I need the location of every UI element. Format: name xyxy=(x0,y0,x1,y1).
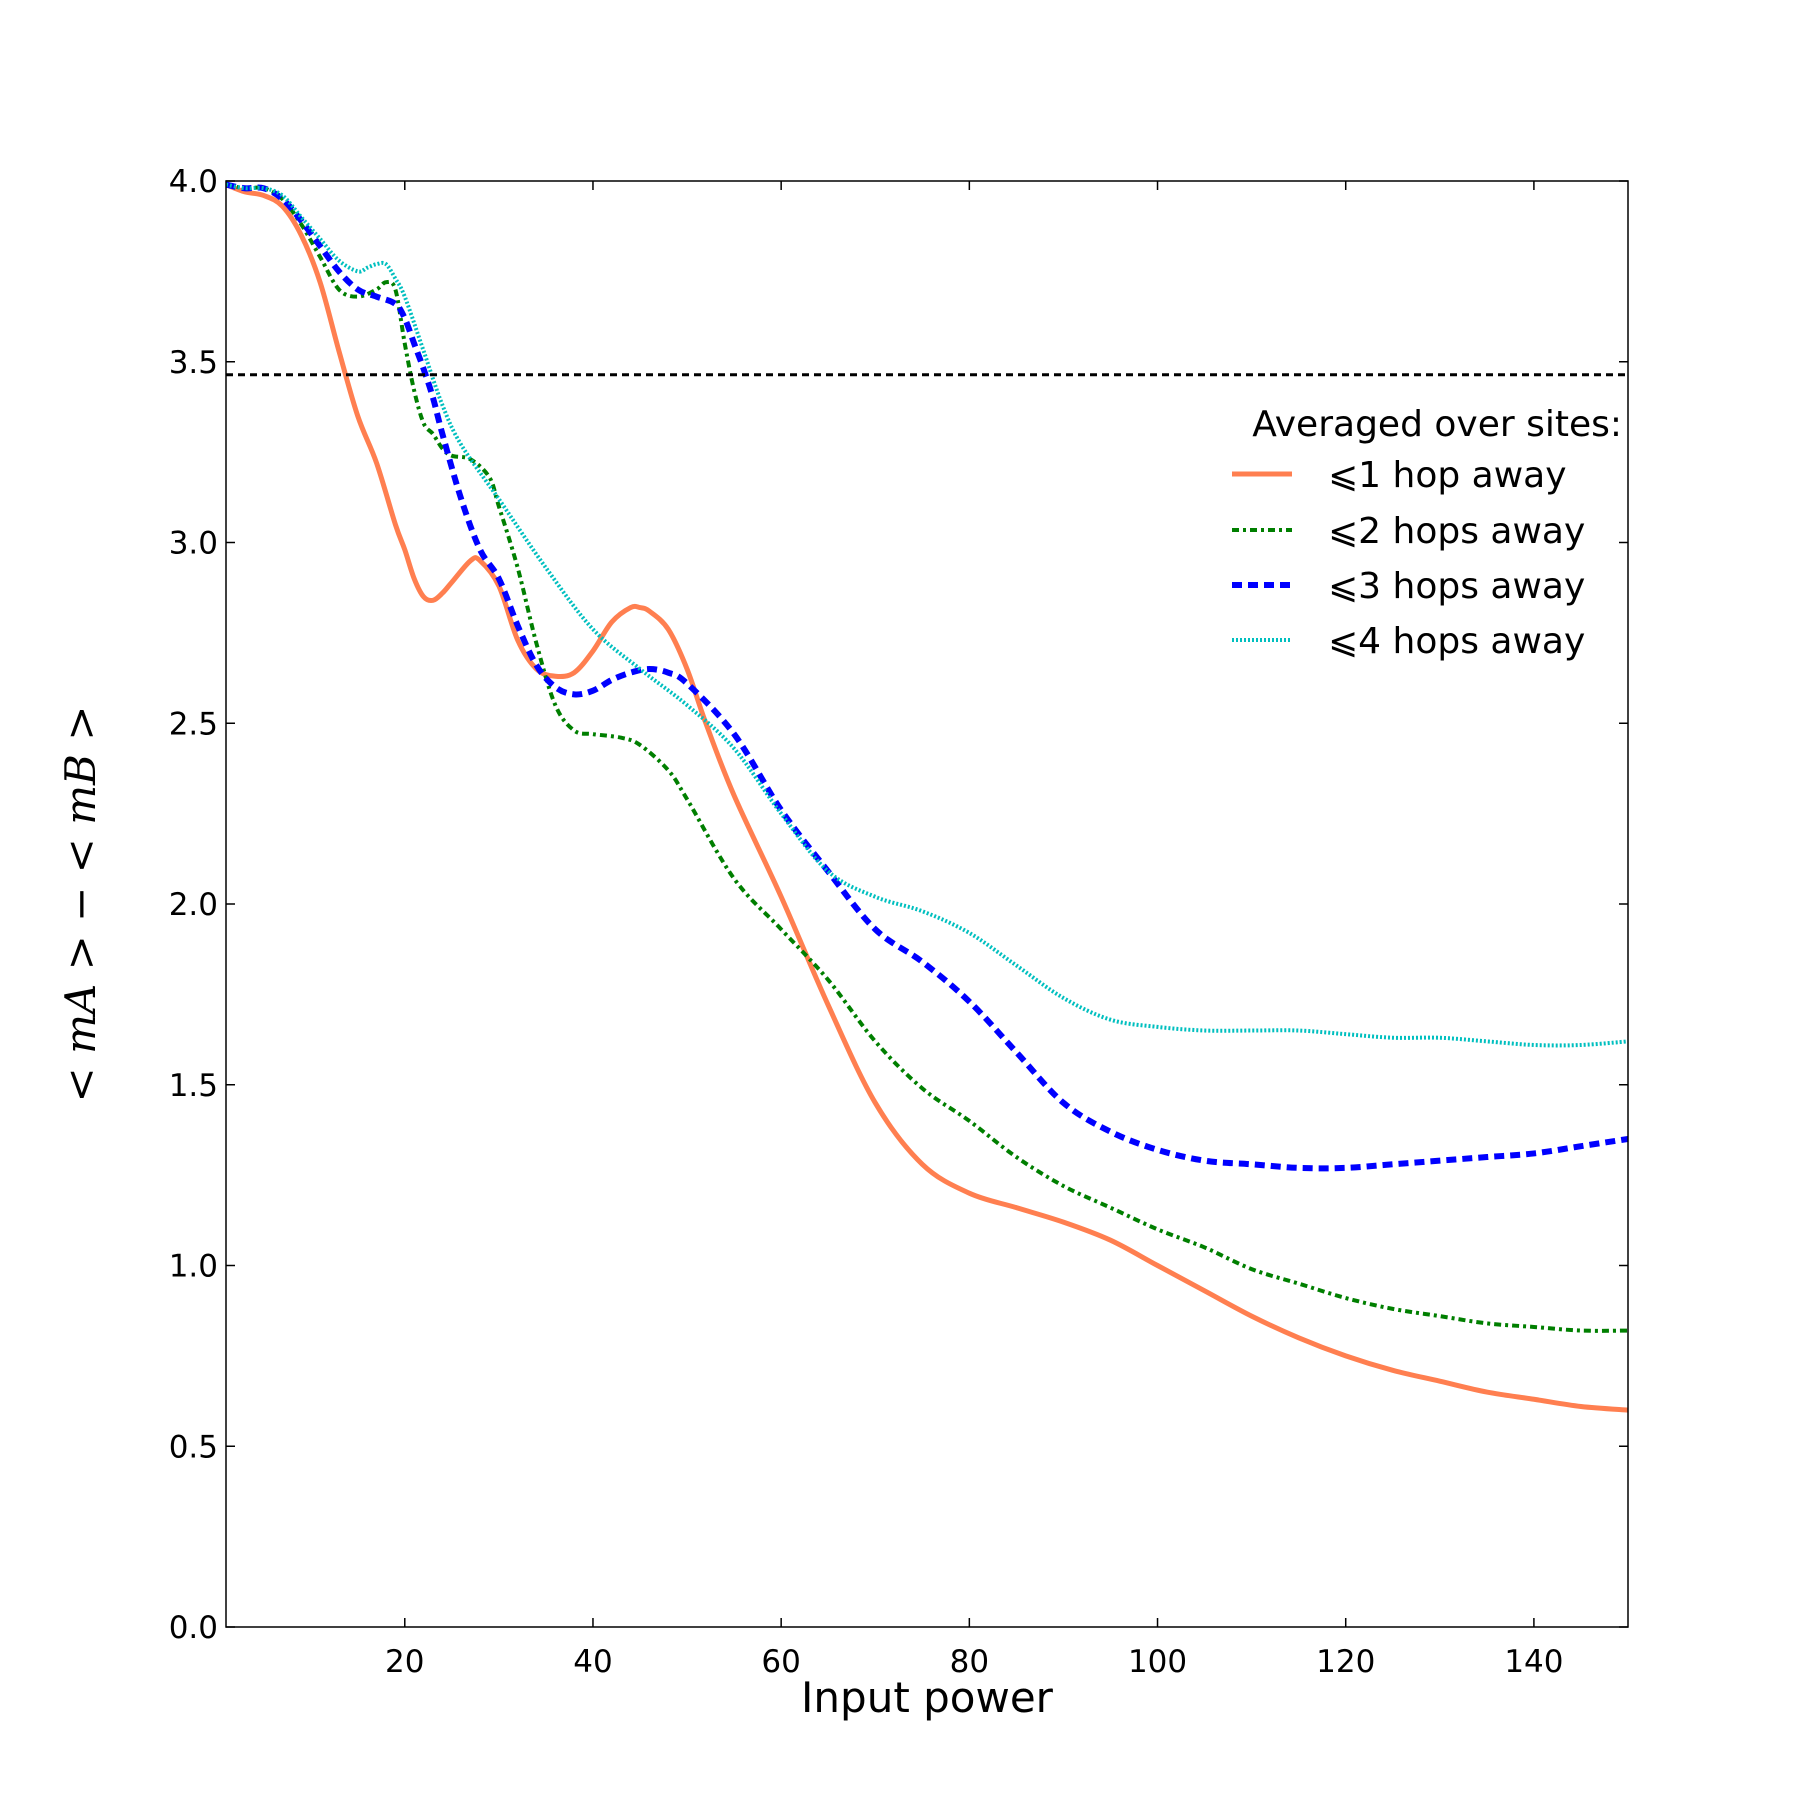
legend-title: Averaged over sites: xyxy=(1252,404,1622,445)
y-tick-label: 3.0 xyxy=(169,526,218,562)
x-tick-label: 80 xyxy=(950,1644,989,1680)
y-tick-label: 0.0 xyxy=(169,1610,218,1646)
series-layer xyxy=(226,181,1628,1413)
x-axis-label: Input power xyxy=(801,1673,1054,1722)
axes-layer: 20 40 60 80 100 120 140 0.0 0.5 1.0 1.5 2.0 2.5 3.0 3.… xyxy=(169,164,1629,1680)
series-line-1 xyxy=(226,182,1628,1413)
y-tick-label: 2.0 xyxy=(169,887,218,923)
y-tick-label: 0.5 xyxy=(169,1429,218,1465)
x-tick-label: 100 xyxy=(1128,1644,1187,1680)
legend-label-2: ⩽2 hops away xyxy=(1328,511,1585,552)
y-axis-label: < mA > − < mB > xyxy=(56,706,105,1103)
legend-label-4: ⩽4 hops away xyxy=(1328,621,1585,662)
legend-label-3: ⩽3 hops away xyxy=(1328,566,1585,607)
x-tick-label: 20 xyxy=(385,1644,424,1680)
x-tick-label: 140 xyxy=(1504,1644,1563,1680)
legend: Averaged over sites: ⩽1 hop away ⩽2 hops a… xyxy=(1232,404,1622,662)
y-tick-label: 1.5 xyxy=(169,1068,218,1104)
y-tick-label: 4.0 xyxy=(169,164,218,200)
x-tick-label: 120 xyxy=(1316,1644,1375,1680)
y-tick-label: 1.0 xyxy=(169,1249,218,1285)
legend-label-1: ⩽1 hop away xyxy=(1328,455,1567,496)
series-line-4 xyxy=(226,182,1628,1048)
x-tick-label: 60 xyxy=(761,1644,800,1680)
y-tick-label: 3.5 xyxy=(169,345,218,381)
series-line-3 xyxy=(226,181,1628,1172)
x-tick-label: 40 xyxy=(573,1644,612,1680)
series-line-2 xyxy=(226,182,1628,1333)
y-tick-label: 2.5 xyxy=(169,706,218,742)
